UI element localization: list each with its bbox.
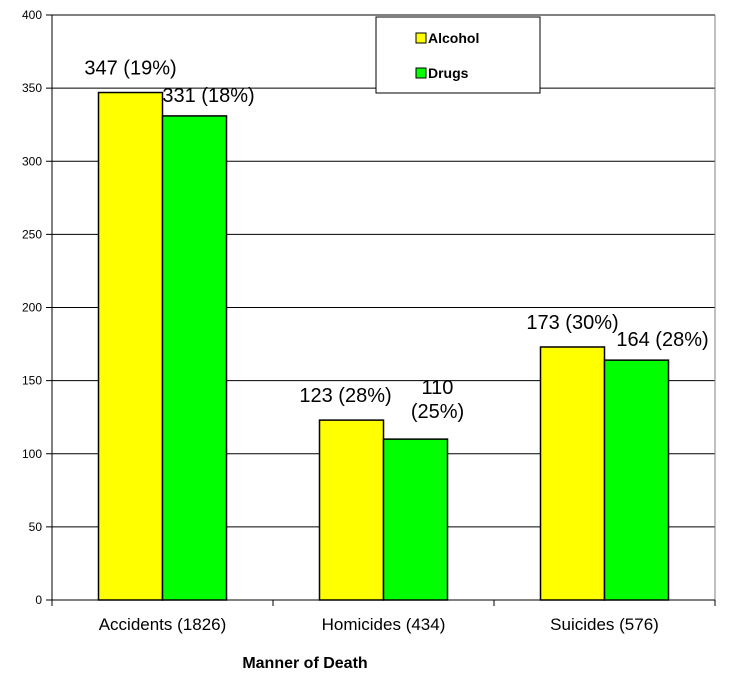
x-tick-label: Homicides (434) [322, 615, 446, 634]
bar-drugs-1 [382, 438, 449, 601]
bar-drugs-2 [603, 359, 670, 601]
bar-alcohol-1 [318, 419, 385, 601]
y-tick-label: 100 [22, 447, 42, 461]
bar-alcohol-0 [97, 91, 164, 601]
bar-alcohol-2 [539, 346, 606, 601]
y-tick-label: 200 [22, 301, 42, 315]
data-label: 164 (28%) [616, 329, 708, 351]
legend-label-alcohol: Alcohol [428, 30, 479, 46]
y-tick-label: 50 [29, 520, 43, 534]
data-label: 331 (18%) [162, 85, 254, 107]
bars [97, 91, 670, 601]
legend-label-drugs: Drugs [428, 65, 469, 81]
x-tick-label: Suicides (576) [550, 615, 659, 634]
y-tick-label: 150 [22, 374, 42, 388]
data-label: 173 (30%) [526, 312, 618, 334]
y-tick-label: 0 [35, 593, 42, 607]
x-axis-title: Manner of Death [242, 655, 367, 672]
data-label: 110 (25%) [411, 377, 464, 423]
category-labels: Accidents (1826) Homicides (434) Suicides … [99, 615, 659, 634]
x-tick-label: Accidents (1826) [99, 615, 227, 634]
legend-box [375, 16, 541, 94]
data-label: 347 (19%) [84, 58, 176, 80]
y-tick-label: 300 [22, 154, 42, 168]
data-label: 123 (28%) [299, 385, 391, 407]
legend: Alcohol Drugs [375, 16, 541, 94]
legend-swatch-drugs [415, 67, 427, 79]
legend-swatch-alcohol [415, 32, 427, 44]
y-tick-label: 250 [22, 227, 42, 241]
bar-drugs-0 [161, 115, 228, 601]
y-tick-label: 400 [22, 8, 42, 22]
y-tick-label: 350 [22, 81, 42, 95]
data-labels: 347 (19%) 331 (18%) 123 (28%) 110 (25%) 173 (… [84, 58, 708, 424]
